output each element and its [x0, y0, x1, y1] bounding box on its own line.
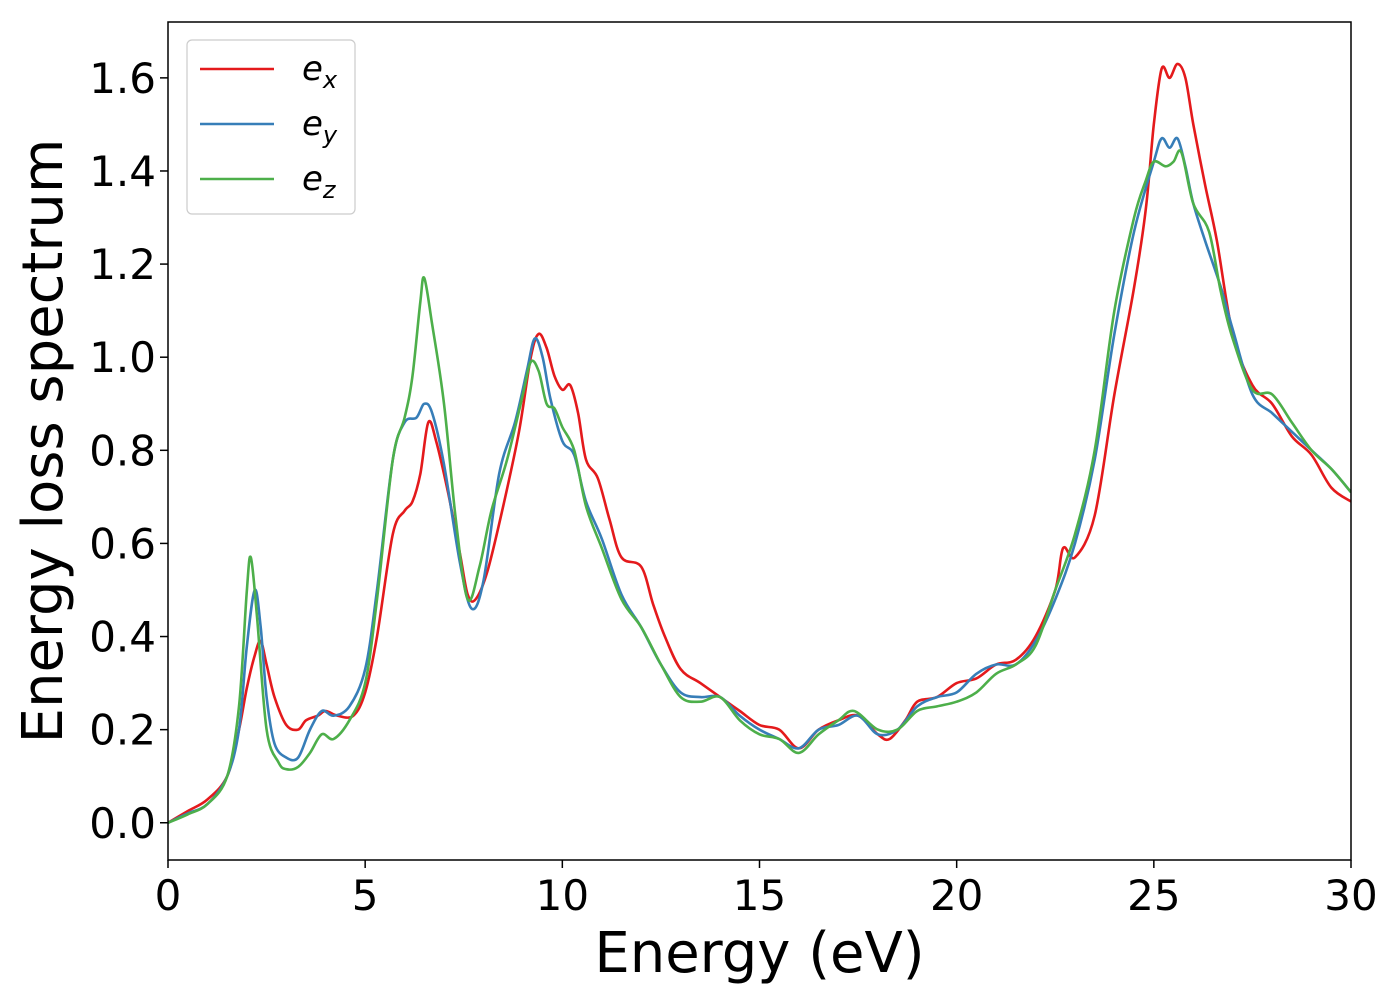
- legend-label-ey: ey: [302, 104, 338, 149]
- y-tick-label: 0.2: [89, 706, 156, 755]
- y-axis-title: Energy loss spectrum: [11, 139, 76, 744]
- y-tick-label: 1.4: [89, 147, 156, 196]
- y-tick-label: 1.0: [89, 333, 156, 382]
- y-tick-label: 0.8: [89, 426, 156, 475]
- legend-label-ex: ex: [302, 49, 338, 94]
- x-axis: 0 5 10 15 20 25 30: [155, 860, 1378, 920]
- x-tick-label: 25: [1127, 871, 1180, 920]
- legend: ex ey ez: [186, 39, 356, 215]
- x-tick-label: 10: [536, 871, 589, 920]
- series-layer: [168, 62, 1351, 824]
- y-tick-label: 0.4: [89, 613, 156, 662]
- legend-box: [186, 39, 356, 215]
- x-tick-label: 5: [352, 871, 379, 920]
- x-tick-label: 15: [733, 871, 786, 920]
- y-tick-label: 0.0: [89, 799, 156, 848]
- x-axis-title: Energy (eV): [594, 921, 924, 986]
- legend-label-ez: ez: [302, 159, 337, 204]
- y-tick-label: 0.6: [89, 519, 156, 568]
- x-tick-label: 20: [930, 871, 983, 920]
- x-tick-label: 0: [155, 871, 182, 920]
- series-line-ez: [168, 149, 1351, 824]
- y-axis: 0.0 0.2 0.4 0.6 0.8 1.0 1.2 1.4 1.6: [89, 54, 168, 848]
- x-tick-label: 30: [1324, 871, 1377, 920]
- y-tick-label: 1.2: [89, 240, 156, 289]
- y-tick-label: 1.6: [89, 54, 156, 103]
